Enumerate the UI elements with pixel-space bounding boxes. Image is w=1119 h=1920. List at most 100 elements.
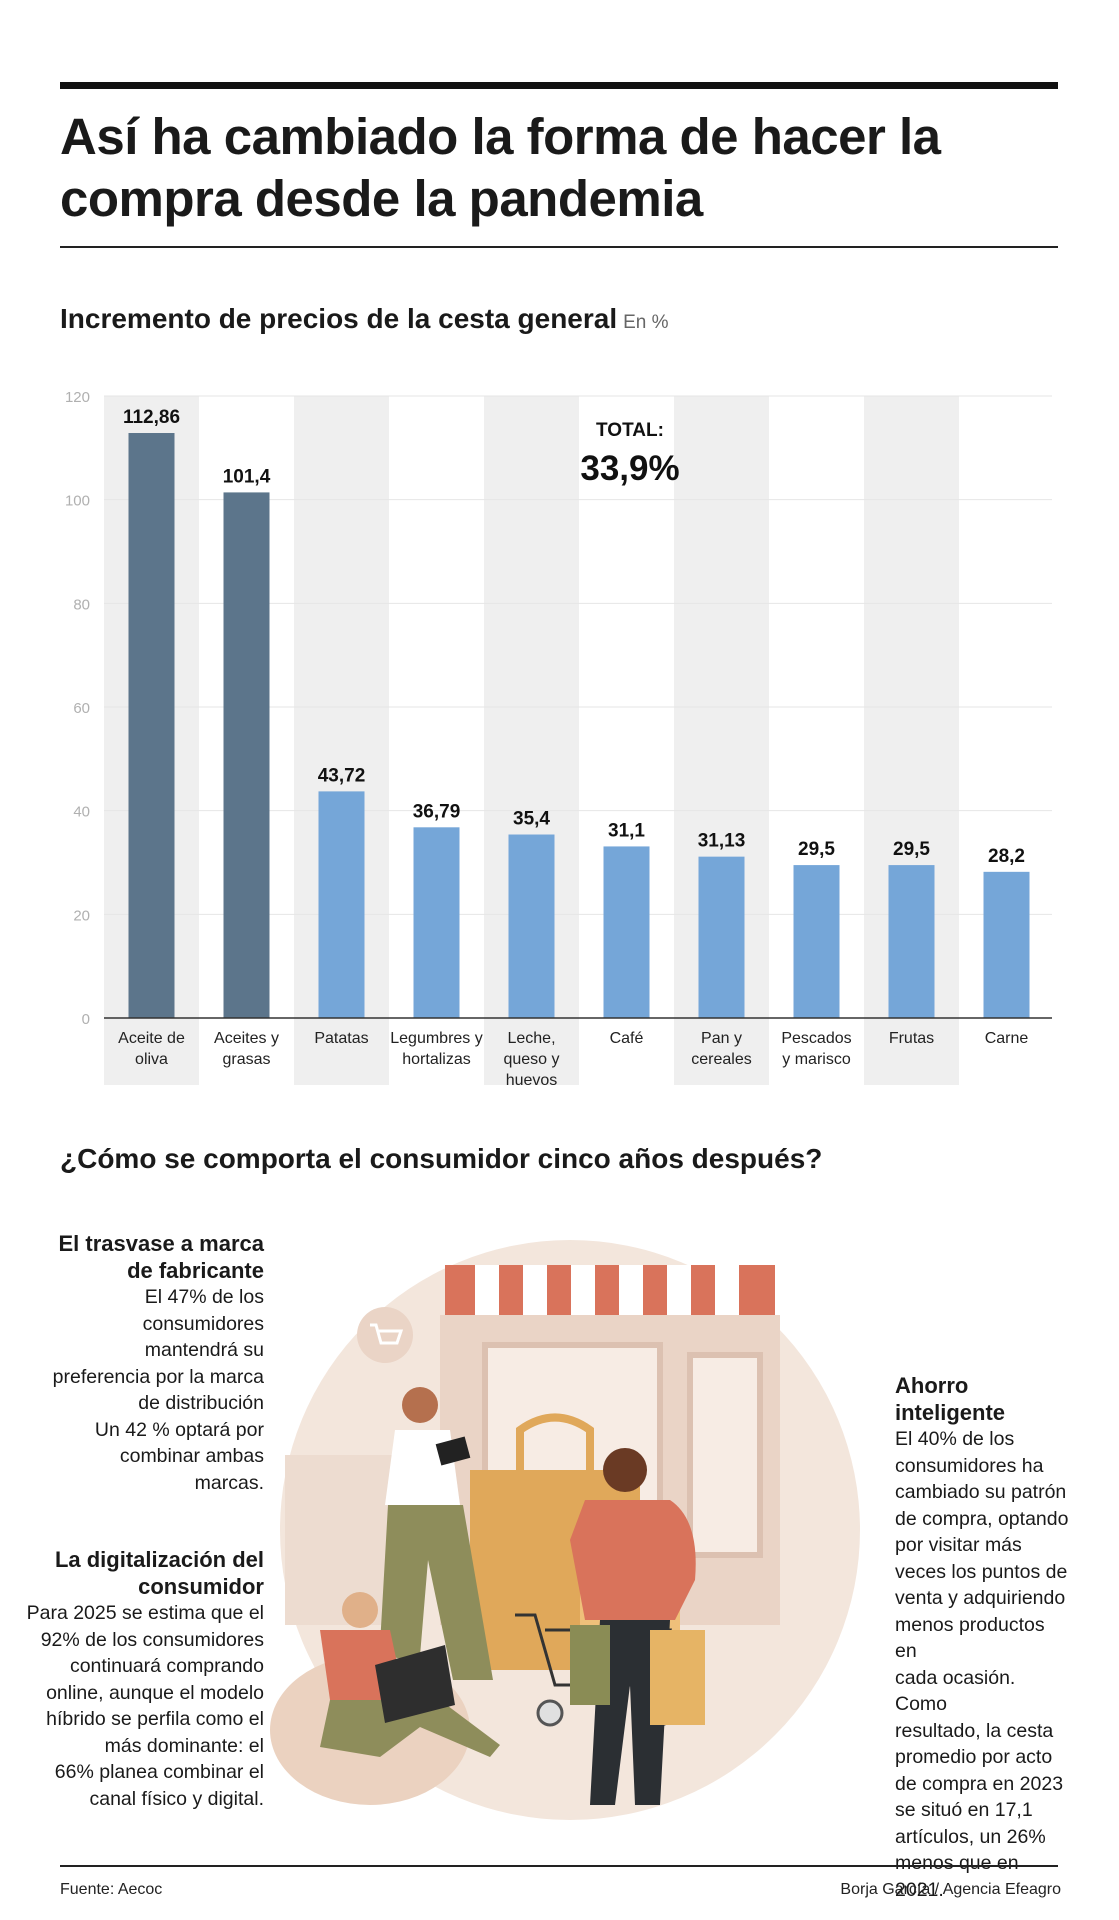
y-tick-label: 60 <box>73 700 90 717</box>
category-label: grasas <box>222 1051 270 1068</box>
block2-line: 92% de los consumidores <box>40 1628 264 1651</box>
bar <box>603 846 650 1018</box>
bar <box>223 492 270 1018</box>
block3-line: cada ocasión. Como <box>895 1666 1016 1716</box>
category-label: hortalizas <box>402 1051 470 1068</box>
category-label: Legumbres y <box>390 1030 483 1047</box>
block2-line: más dominante: el <box>104 1734 264 1757</box>
category-label: huevos <box>506 1072 558 1089</box>
category-label: oliva <box>135 1051 168 1068</box>
shopping-illustration <box>270 1240 860 1820</box>
block3-line: menos productos en <box>895 1613 1045 1663</box>
block1-line: marcas. <box>194 1471 264 1494</box>
chart-title-text: Incremento de precios de la cesta genera… <box>60 303 618 334</box>
bar <box>793 865 840 1018</box>
y-axis-ticks: 0 20 40 60 80 100 120 <box>65 389 90 1028</box>
category-label: Aceite de <box>118 1030 185 1047</box>
page-title: Así ha cambiado la forma de hacer la com… <box>60 108 941 227</box>
block-ahorro-inteligente: Ahorro inteligente El 40% de los consumi… <box>895 1372 1070 1903</box>
chart-title: Incremento de precios de la cesta genera… <box>60 303 669 335</box>
block2-line: canal físico y digital. <box>89 1787 264 1810</box>
value-label: 31,1 <box>608 820 645 841</box>
block2-heading-1: La digitalización del <box>54 1547 264 1572</box>
block3-line: cambiado su patrón <box>895 1481 1067 1503</box>
category-label: Leche, <box>507 1030 555 1047</box>
value-labels: 112,86 101,4 43,72 36,79 35,4 31,1 31,13 29,5 29… <box>123 407 1025 867</box>
footer-rule <box>60 1865 1058 1867</box>
category-label: queso y <box>503 1051 559 1068</box>
block2-line: continuará comprando <box>69 1655 264 1677</box>
category-labels: Aceite de oliva Aceites y grasas Patatas Legu… <box>118 1030 1028 1089</box>
bar-chart: 0 20 40 60 80 100 120 112,86 101,4 43,72 36,79 35,… <box>65 389 1052 1089</box>
value-label: 28,2 <box>988 846 1025 867</box>
chart-unit: En % <box>623 312 669 333</box>
bars <box>128 433 1030 1018</box>
value-label: 101,4 <box>223 466 271 487</box>
block3-heading-1: Ahorro <box>895 1373 969 1398</box>
bar <box>508 834 555 1018</box>
block3-line: menos que en 2021. <box>895 1852 1019 1901</box>
top-rule <box>60 82 1058 89</box>
block2-line: online, aunque el modelo <box>46 1681 264 1704</box>
cart-badge-icon <box>357 1307 413 1363</box>
block3-line: artículos, un 26% <box>895 1825 1046 1848</box>
awning-icon <box>445 1265 775 1315</box>
credit-text: Borja García / Agencia Efeagro <box>840 1881 1061 1898</box>
category-label: Pescados <box>781 1030 851 1047</box>
category-label: cereales <box>691 1051 751 1068</box>
bar <box>413 827 460 1018</box>
block3-line: promedio por acto <box>895 1746 1053 1768</box>
total-label: TOTAL: <box>596 420 664 441</box>
block3-line: venta y adquiriendo <box>895 1587 1066 1609</box>
block-digitalizacion: La digitalización del consumidor Para 20… <box>0 1546 264 1812</box>
value-label: 29,5 <box>798 839 835 860</box>
bar <box>698 856 745 1018</box>
block3-line: resultado, la cesta <box>895 1719 1054 1742</box>
man-with-bags-figure <box>570 1448 705 1805</box>
y-tick-label: 0 <box>82 1011 90 1028</box>
large-bag-handle <box>516 1413 594 1470</box>
category-label: Café <box>610 1030 644 1047</box>
block3-line: El 40% de los <box>895 1428 1015 1450</box>
bar <box>888 865 935 1018</box>
woman-with-tablet-figure <box>378 1387 493 1680</box>
bar <box>128 433 175 1018</box>
block3-line: de compra, optando <box>895 1507 1069 1530</box>
block2-heading-2: consumidor <box>138 1574 264 1599</box>
y-tick-label: 40 <box>73 804 90 821</box>
block3-line: por visitar más <box>895 1534 1022 1556</box>
total-value: 33,9% <box>580 449 679 488</box>
block3-heading-2: inteligente <box>895 1400 1006 1425</box>
building-left <box>285 1455 395 1625</box>
block2-line: Para 2025 se estima que el <box>26 1602 264 1624</box>
block3-line: veces los puntos de <box>895 1560 1068 1583</box>
y-tick-label: 80 <box>73 596 90 613</box>
block3-line: de compra en 2023 <box>895 1772 1064 1795</box>
value-label: 29,5 <box>893 839 930 860</box>
block1-line: El 47% de los <box>144 1286 264 1308</box>
category-label: Frutas <box>889 1030 934 1047</box>
category-label: Patatas <box>314 1030 368 1047</box>
y-tick-label: 120 <box>65 389 90 406</box>
bar <box>983 871 1030 1018</box>
block2-line: 66% planea combinar el <box>54 1761 264 1783</box>
value-label: 112,86 <box>123 407 180 428</box>
category-label: Carne <box>985 1030 1029 1047</box>
man-with-laptop-figure <box>270 1592 500 1805</box>
block1-heading-2: de fabricante <box>127 1258 264 1283</box>
store-door <box>687 1352 763 1558</box>
block1-line: combinar ambas <box>119 1445 264 1467</box>
block3-line: consumidores ha <box>895 1454 1044 1477</box>
value-label: 31,13 <box>698 831 746 852</box>
section2-title: ¿Cómo se comporta el consumidor cinco añ… <box>60 1143 823 1174</box>
block1-line: Un 42 % optará por <box>94 1418 264 1441</box>
block1-line: mantendrá su <box>144 1339 264 1361</box>
value-label: 43,72 <box>318 765 366 786</box>
category-label: Aceites y <box>214 1030 279 1047</box>
block2-line: híbrido se perfila como el <box>46 1708 264 1730</box>
category-label: Pan y <box>701 1030 742 1047</box>
bar <box>318 791 365 1018</box>
block3-line: se situó en 17,1 <box>895 1799 1033 1821</box>
source-text: Fuente: Aecoc <box>60 1881 163 1898</box>
title-rule <box>60 246 1058 248</box>
